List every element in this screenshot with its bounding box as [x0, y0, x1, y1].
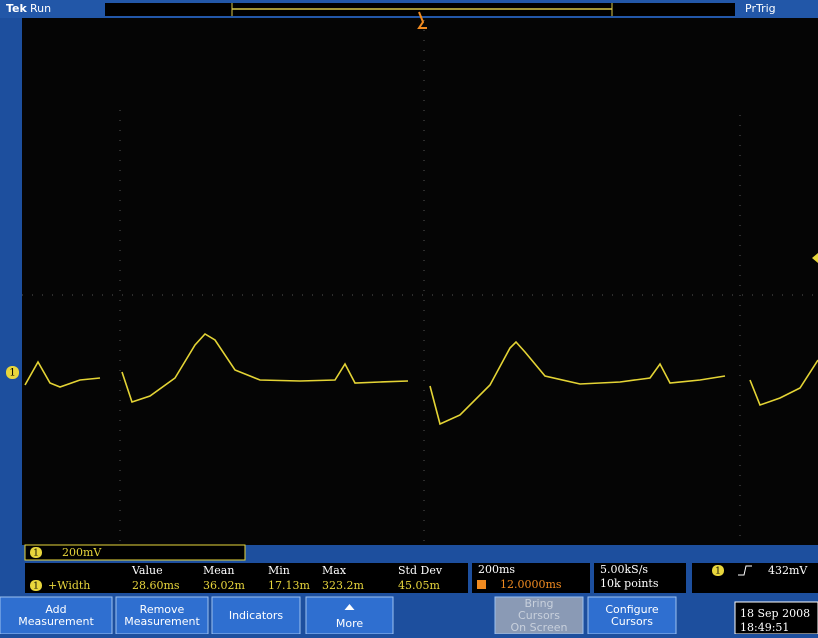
time: 18:49:51 [740, 621, 789, 634]
measurement-value: 36.02m [203, 579, 245, 592]
button-label: More [336, 617, 364, 630]
button[interactable]: More [306, 597, 393, 634]
button-label: On Screen [511, 621, 568, 634]
button[interactable]: Indicators [212, 597, 300, 634]
channel-scale: 200mV [62, 546, 102, 559]
timebase-marker [477, 580, 486, 589]
record-length: 10k points [600, 577, 659, 590]
channel-marker-label: 1 [9, 368, 15, 379]
button-label: Cursors [611, 615, 653, 628]
sample-rate: 5.00kS/s [600, 563, 648, 576]
brand: Tek [6, 2, 28, 15]
measurement-label: Std Dev [398, 564, 443, 577]
measurement-label: Value [131, 564, 163, 577]
graticule [22, 18, 818, 545]
date: 18 Sep 2008 [740, 607, 810, 620]
trigger-channel: 1 [715, 567, 721, 577]
scope-screen: Tek Run PrTrig 1 1 200mV 1 +Width Value 2… [0, 0, 818, 634]
measurement-value: 323.2m [322, 579, 364, 592]
measurement-value: 17.13m [268, 579, 310, 592]
measurement-channel: 1 [33, 582, 39, 592]
measurement-name: +Width [48, 579, 90, 592]
measurement-value: 28.60ms [132, 579, 180, 592]
channel-readout [25, 545, 245, 560]
timebase-scale: 200ms [478, 563, 515, 576]
button-label: Measurement [124, 615, 200, 628]
run-status: Run [30, 2, 51, 15]
measurement-value: 45.05m [398, 579, 440, 592]
measurement-label: Mean [203, 564, 234, 577]
channel-badge-label: 1 [33, 549, 39, 559]
measurement-label: Min [268, 564, 290, 577]
measurement-label: Max [322, 564, 347, 577]
timebase-position: 12.0000ms [500, 578, 562, 591]
button-label: Measurement [18, 615, 94, 628]
button-label: Indicators [229, 609, 284, 622]
trigger-mode: PrTrig [745, 2, 776, 15]
trigger-level: 432mV [768, 564, 808, 577]
